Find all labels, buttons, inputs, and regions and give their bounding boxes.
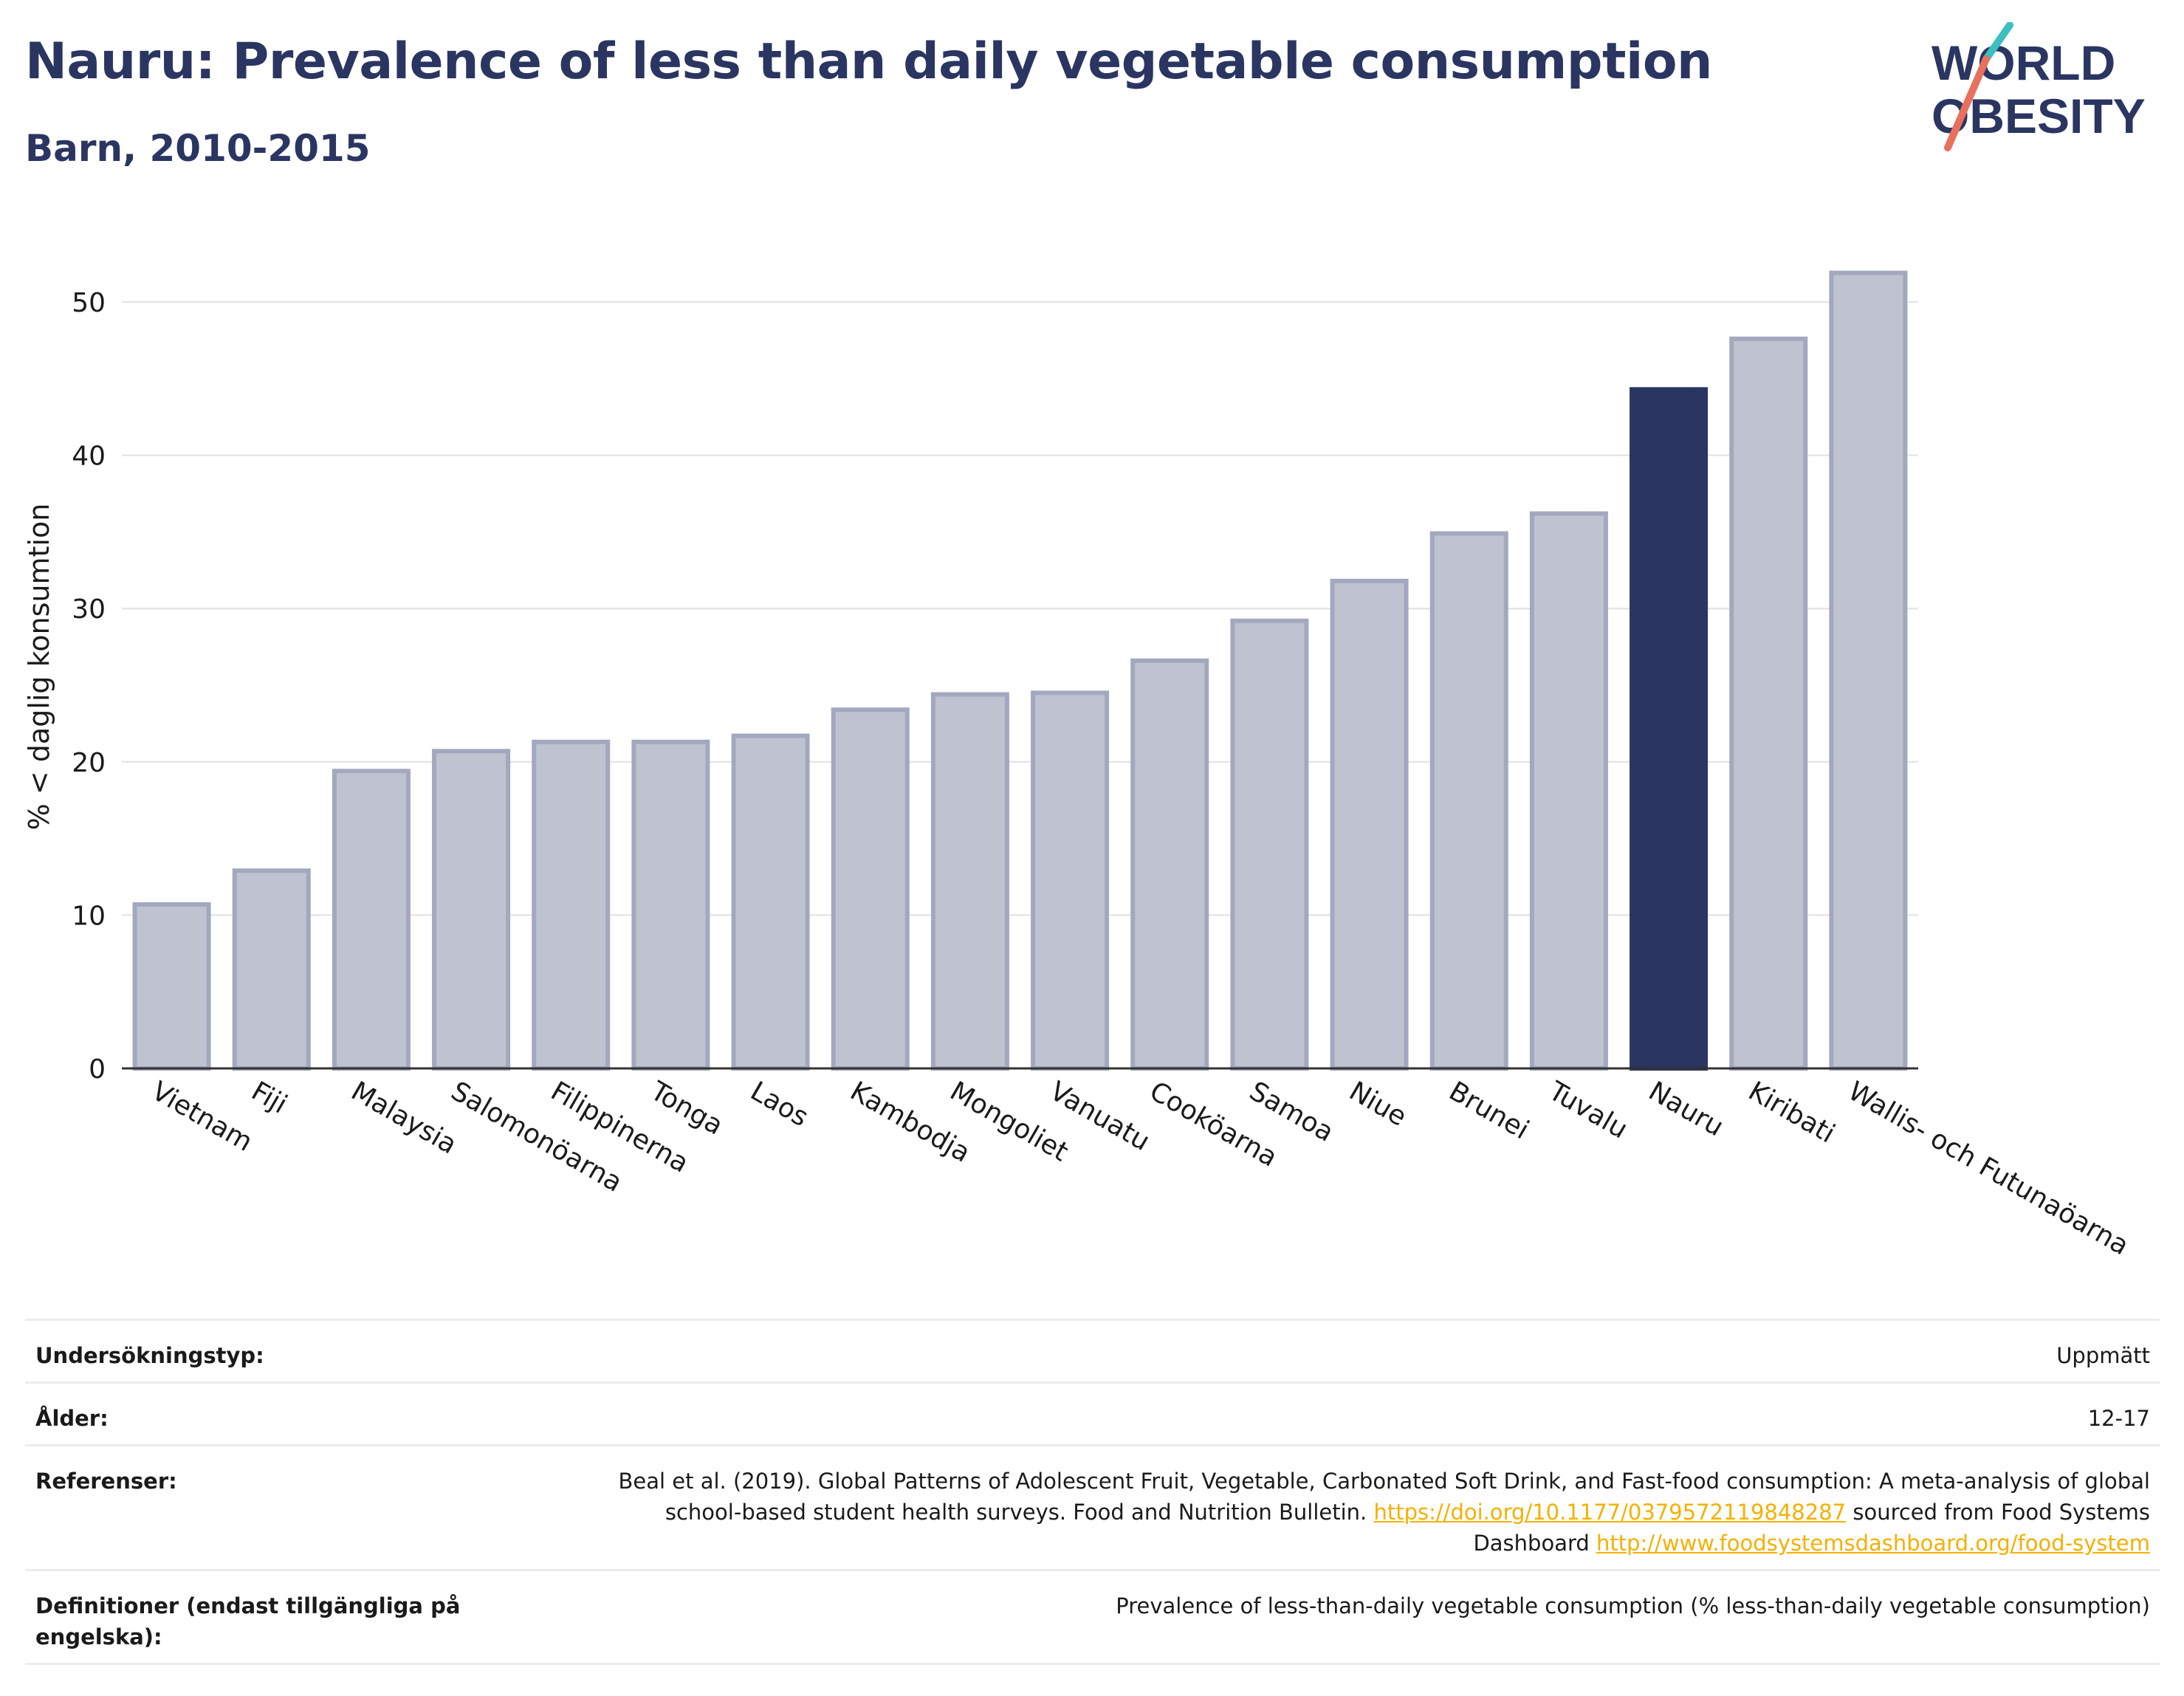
bars bbox=[132, 270, 1908, 1071]
x-tick-label: Salomonöarna bbox=[446, 1076, 628, 1198]
chart-subtitle: Barn, 2010-2015 bbox=[25, 127, 371, 170]
world-obesity-logo: WORLD OBESITY bbox=[1931, 22, 2146, 151]
bar-niue[interactable] bbox=[1330, 578, 1409, 1071]
bar-filippinerna[interactable] bbox=[532, 739, 611, 1071]
definitions-value: Prevalence of less-than-daily vegetable … bbox=[1116, 1593, 2150, 1618]
bar-nauru[interactable] bbox=[1630, 387, 1709, 1071]
meta-row-references: Referenser: Beal et al. (2019). Global P… bbox=[25, 1444, 2160, 1569]
references-value: Beal et al. (2019). Global Patterns of A… bbox=[563, 1466, 2150, 1559]
y-tick-label: 10 bbox=[72, 901, 106, 931]
x-tick-label: Niue bbox=[1344, 1076, 1411, 1132]
bar-vanuatu[interactable] bbox=[1031, 690, 1110, 1071]
bar-tuvalu[interactable] bbox=[1529, 511, 1608, 1071]
metadata-table: Undersökningstyp: Uppmätt Ålder: 12-17 R… bbox=[25, 1319, 2160, 1665]
bar-kambodja[interactable] bbox=[831, 707, 910, 1071]
survey-type-value: Uppmätt bbox=[2056, 1343, 2150, 1368]
x-tick-label: Brunei bbox=[1444, 1076, 1534, 1145]
references-label: Referenser: bbox=[35, 1469, 177, 1494]
meta-row-age: Ålder: 12-17 bbox=[25, 1381, 2160, 1444]
bar-tonga[interactable] bbox=[631, 739, 710, 1071]
logo-teal-slash bbox=[1982, 22, 2013, 63]
x-tick-label: Malaysia bbox=[346, 1076, 462, 1160]
bar-malaysia[interactable] bbox=[332, 769, 411, 1071]
age-value: 12-17 bbox=[2087, 1406, 2150, 1431]
bar-cook-arna[interactable] bbox=[1130, 658, 1209, 1071]
y-tick-label: 30 bbox=[72, 594, 106, 625]
definitions-label: Definitioner (endast tillgängliga på eng… bbox=[35, 1593, 461, 1649]
bar-fiji[interactable] bbox=[232, 868, 311, 1071]
food-systems-link[interactable]: http://www.foodsystemsdashboard.org/food… bbox=[1596, 1531, 2150, 1556]
x-tick-label: Kiribati bbox=[1743, 1076, 1840, 1149]
bar-laos[interactable] bbox=[731, 733, 810, 1071]
y-axis-label: % < daglig konsumtion bbox=[23, 504, 55, 831]
x-tick-label: Fiji bbox=[247, 1076, 292, 1120]
logo-red-slash bbox=[1944, 55, 1990, 151]
x-tick-label: Wallis- och Futunaöarna bbox=[1843, 1076, 2134, 1261]
survey-type-label: Undersökningstyp: bbox=[35, 1343, 264, 1368]
y-tick-label: 20 bbox=[72, 748, 106, 778]
gridlines bbox=[122, 301, 1918, 916]
y-tick-label: 50 bbox=[72, 288, 106, 318]
meta-row-survey-type: Undersökningstyp: Uppmätt bbox=[25, 1319, 2160, 1381]
bar-wallis-och-futuna-arna[interactable] bbox=[1829, 270, 1908, 1071]
meta-row-definitions: Definitioner (endast tillgängliga på eng… bbox=[25, 1569, 2160, 1665]
doi-link[interactable]: https://doi.org/10.1177/0379572119848287 bbox=[1373, 1500, 1847, 1525]
logo-line1: WORLD bbox=[1931, 35, 2115, 90]
bar-mongoliet[interactable] bbox=[930, 692, 1009, 1071]
x-tick-label: Vietnam bbox=[146, 1076, 257, 1158]
y-tick-labels: 0 10 20 30 40 50 bbox=[72, 288, 106, 1085]
chart-title: Nauru: Prevalence of less than daily veg… bbox=[25, 32, 1712, 91]
bar-vietnam[interactable] bbox=[132, 902, 211, 1071]
bar-kiribati[interactable] bbox=[1729, 336, 1808, 1071]
reference-text: Beal et al. (2019). Global Patterns of A… bbox=[618, 1469, 2150, 1525]
y-tick-label: 40 bbox=[72, 442, 106, 472]
x-tick-label: Laos bbox=[745, 1076, 813, 1133]
bar-salomon-arna[interactable] bbox=[432, 749, 511, 1071]
age-label: Ålder: bbox=[35, 1406, 109, 1431]
x-tick-label: Tuvalu bbox=[1543, 1076, 1632, 1145]
bar-brunei[interactable] bbox=[1429, 531, 1508, 1071]
reference-source-text: sourced from Food Systems Dashboard bbox=[1473, 1500, 2150, 1556]
y-tick-label: 0 bbox=[89, 1054, 106, 1085]
x-tick-label: Nauru bbox=[1644, 1076, 1728, 1142]
bar-samoa[interactable] bbox=[1230, 618, 1309, 1071]
